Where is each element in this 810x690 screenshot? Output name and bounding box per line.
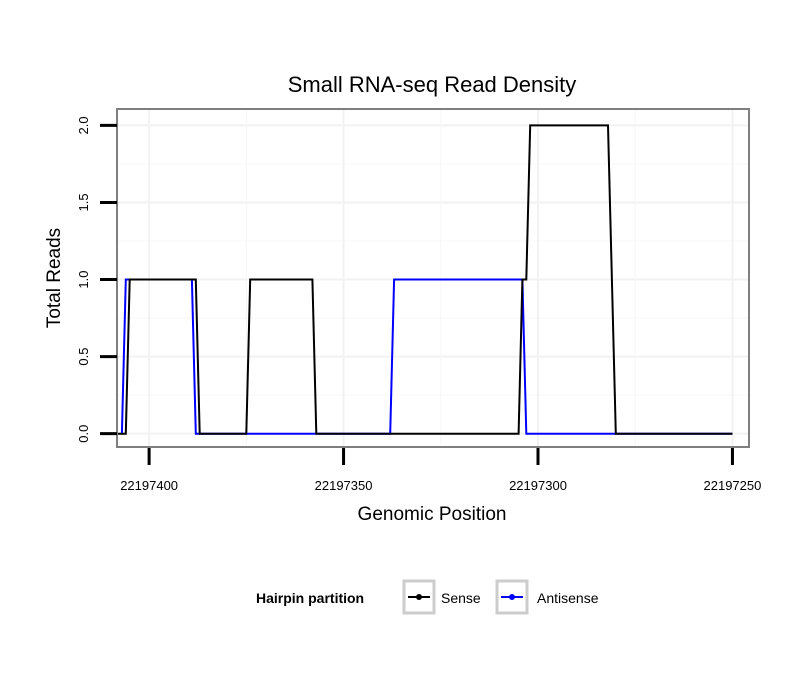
y-tick-label: 1.5	[76, 193, 91, 211]
legend-marker-sense	[416, 594, 422, 600]
legend-item-sense: Sense	[402, 579, 481, 615]
x-tick-label: 22197250	[704, 478, 762, 493]
legend-item-antisense: Antisense	[495, 579, 599, 615]
y-axis-title: Total Reads	[44, 228, 65, 328]
series-line-sense	[118, 124, 733, 435]
x-tick-label: 22197300	[509, 478, 567, 493]
legend-title: Hairpin partition	[256, 590, 364, 606]
chart-title: Small RNA-seq Read Density	[288, 72, 577, 97]
y-tick-label: 2.0	[76, 116, 91, 134]
axis-ticks: 0.0 0.5 1.0 1.5 2.0 22197400 22197350 22197300 2…	[76, 116, 761, 493]
y-tick-label: 1.0	[76, 271, 91, 289]
plot-panel-border	[116, 108, 750, 448]
plot-series	[118, 124, 733, 435]
legend-label-sense: Sense	[441, 590, 481, 606]
y-tick-label: 0.5	[76, 348, 91, 366]
grid	[118, 110, 748, 446]
legend: Hairpin partition Sense Antisense	[256, 579, 599, 615]
legend-label-antisense: Antisense	[537, 590, 599, 606]
x-tick-label: 22197350	[315, 478, 373, 493]
x-axis-title: Genomic Position	[358, 504, 507, 525]
legend-marker-antisense	[509, 594, 515, 600]
y-tick-label: 0.0	[76, 425, 91, 443]
x-tick-label: 22197400	[120, 478, 178, 493]
